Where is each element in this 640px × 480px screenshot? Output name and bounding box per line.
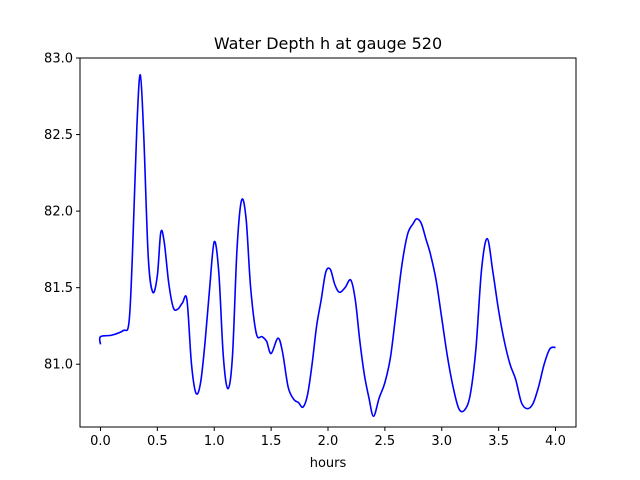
x-tick-label: 4.0: [545, 434, 566, 449]
x-tick-label: 1.5: [261, 434, 282, 449]
x-tick-label: 3.5: [488, 434, 509, 449]
x-tick-label: 3.0: [431, 434, 452, 449]
plot-area-frame: [79, 57, 577, 428]
x-tick-label: 1.0: [204, 434, 225, 449]
axis-ticks: 0.0 0.5 1.0 1.5 2.0 2.5 3.0 3.5 4.0 81.0 81.5 82.0 8…: [44, 52, 566, 450]
y-tick-label: 81.0: [44, 358, 73, 373]
chart-title: Water Depth h at gauge 520: [214, 34, 442, 53]
y-tick-label: 83.0: [44, 52, 73, 67]
y-tick-label: 82.0: [44, 205, 73, 220]
x-tick-label: 0.5: [147, 434, 168, 449]
x-tick-label: 2.5: [375, 434, 396, 449]
x-tick-label: 2.0: [318, 434, 339, 449]
y-tick-label: 81.5: [44, 281, 73, 296]
x-axis-label: hours: [310, 456, 347, 471]
x-tick-label: 0.0: [90, 434, 111, 449]
y-tick-label: 82.5: [44, 128, 73, 143]
series-line: [98, 74, 556, 418]
